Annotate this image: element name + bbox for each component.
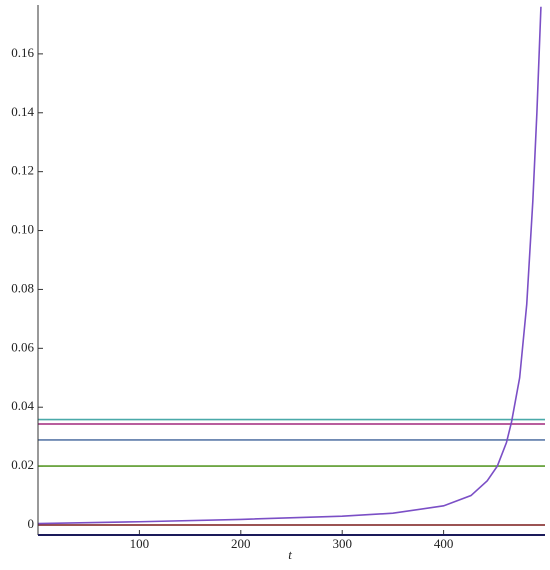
y-tick-label: 0: [28, 516, 35, 531]
y-tick-label: 0.14: [11, 104, 34, 119]
x-tick-label: 200: [231, 536, 251, 551]
x-tick-label: 300: [332, 536, 352, 551]
y-tick-label: 0.10: [11, 222, 34, 237]
y-tick-label: 0.08: [11, 280, 34, 295]
x-tick-label: 100: [130, 536, 150, 551]
y-tick-label: 0.06: [11, 339, 34, 354]
x-axis-label: t: [288, 547, 292, 562]
x-tick-label: 400: [434, 536, 454, 551]
y-tick-label: 0.12: [11, 163, 34, 178]
series-line: [37, 6, 542, 525]
y-tick-label: 0.16: [11, 45, 34, 60]
y-tick-label: 0.02: [11, 457, 34, 472]
y-tick-label: 0.04: [11, 398, 34, 413]
